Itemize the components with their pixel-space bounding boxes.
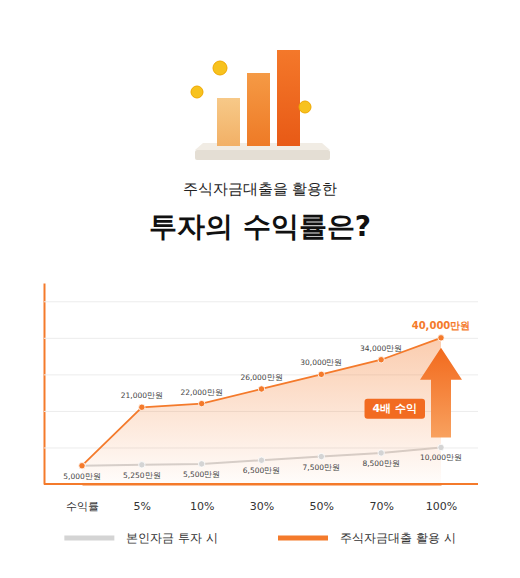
- plot-marks: [79, 335, 444, 484]
- icon-coin: [299, 101, 311, 113]
- annotation-badge: 4배 수익: [365, 399, 425, 419]
- data-label: 6,500만원: [243, 466, 280, 475]
- x-tick: 70%: [369, 484, 393, 513]
- chart-root: 주식자금대출을 활용한투자의 수익률은? 5% 10% 30% 50% 70% 100% 수익…: [0, 0, 520, 578]
- x-tick-label: 50%: [310, 500, 334, 513]
- title: 투자의 수익률은?: [149, 210, 371, 243]
- icon-base-side: [195, 150, 330, 160]
- data-label: 34,000만원: [360, 344, 402, 353]
- icon-bar: [247, 73, 270, 146]
- legend-swatch: [64, 536, 114, 541]
- x-tick-label: 10%: [190, 500, 214, 513]
- series-point: [438, 335, 444, 341]
- data-label: 5,250만원: [123, 471, 160, 480]
- series-point: [378, 357, 384, 363]
- y-axis: [44, 284, 478, 485]
- data-label: 8,500만원: [362, 459, 399, 468]
- series-point: [318, 371, 324, 377]
- grid-line: [44, 301, 478, 302]
- legend-label: 주식자금대출 활용 시: [340, 531, 456, 545]
- data-label: 21,000만원: [121, 391, 163, 400]
- x-tick: 10%: [190, 484, 214, 513]
- series-point: [438, 444, 444, 450]
- icon-coin: [191, 86, 203, 98]
- legend: 본인자금 투자 시 주식자금대출 활용 시: [64, 531, 455, 545]
- y-tick: [44, 338, 478, 339]
- series-point: [198, 400, 204, 406]
- icon-bar: [277, 50, 300, 146]
- icon-bar: [217, 98, 240, 146]
- x-tick: 30%: [250, 484, 274, 513]
- data-label: 22,000만원: [181, 388, 223, 397]
- x-tick-label: 30%: [250, 500, 274, 513]
- data-label: 5,000만원: [63, 472, 100, 481]
- data-label: 7,500만원: [303, 463, 340, 472]
- series-point: [318, 453, 324, 459]
- legend-item: 본인자금 투자 시: [64, 531, 218, 545]
- data-label: 30,000만원: [300, 358, 342, 367]
- data-label: 5,500만원: [183, 470, 220, 479]
- y-axis-line: [44, 284, 46, 485]
- series-line: [82, 338, 441, 466]
- x-tick-label: 100%: [426, 500, 457, 513]
- annotation-arrow: [420, 348, 462, 438]
- legend-label: 본인자금 투자 시: [126, 531, 218, 545]
- icon: [191, 50, 330, 160]
- x-axis: 5% 10% 30% 50% 70% 100%: [83, 484, 458, 513]
- series-point: [198, 461, 204, 467]
- x-tick: 100%: [426, 484, 457, 513]
- legend-item: 주식자금대출 활용 시: [278, 531, 456, 545]
- x-tick-label: 5%: [134, 500, 151, 513]
- icon-coin: [213, 61, 227, 75]
- subtitle: 주식자금대출을 활용한: [183, 180, 338, 198]
- chart-svg: 주식자금대출을 활용한투자의 수익률은? 5% 10% 30% 50% 70% 100% 수익…: [0, 0, 520, 578]
- grid-line: [44, 338, 478, 339]
- series-point: [378, 450, 384, 456]
- series-point: [79, 463, 85, 469]
- series-area: [82, 338, 441, 484]
- x-tick: 50%: [310, 484, 334, 513]
- legend-swatch: [278, 536, 328, 541]
- series-point: [258, 386, 264, 392]
- y-tick: [44, 301, 478, 302]
- data-label: 26,000만원: [240, 373, 282, 382]
- series-point: [139, 462, 145, 468]
- x-tick: 5%: [134, 484, 151, 513]
- data-label: 40,000만원: [412, 320, 471, 331]
- grid-line: [44, 484, 478, 485]
- annotation-box: [365, 399, 425, 419]
- x-tick-label: 70%: [369, 500, 393, 513]
- data-label: 10,000만원: [420, 453, 462, 462]
- annotation-text: 4배 수익: [373, 402, 417, 415]
- series-point: [258, 457, 264, 463]
- series-point: [139, 404, 145, 410]
- series-point: [79, 463, 85, 469]
- x-axis-title: 수익률: [66, 500, 99, 513]
- y-tick: [44, 484, 478, 485]
